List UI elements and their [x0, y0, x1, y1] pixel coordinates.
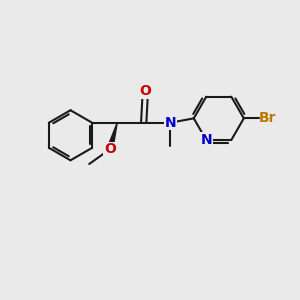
Text: N: N — [164, 116, 176, 130]
Polygon shape — [107, 123, 117, 150]
Text: Br: Br — [259, 111, 276, 125]
Text: O: O — [104, 142, 116, 156]
Text: O: O — [139, 84, 151, 98]
Text: N: N — [200, 133, 212, 147]
